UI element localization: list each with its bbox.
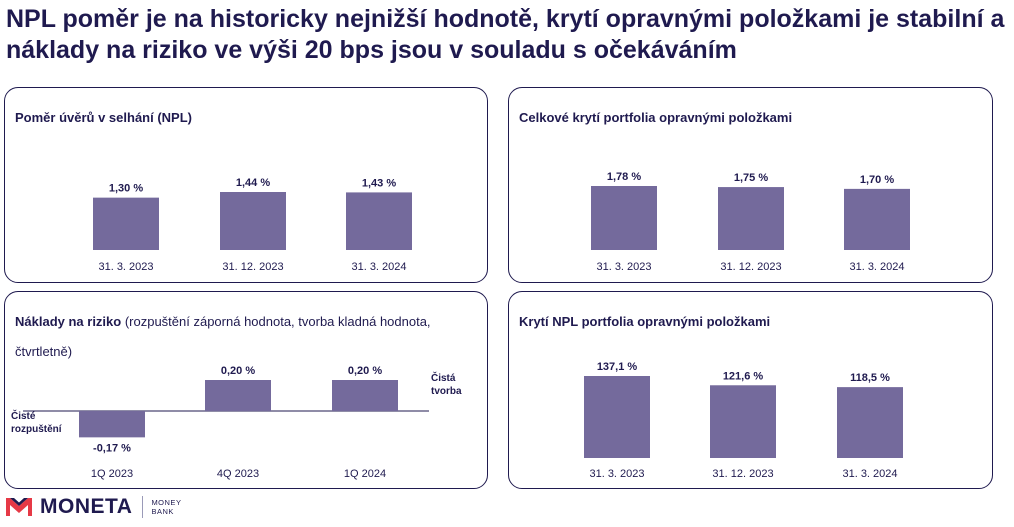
- bar-1: [584, 376, 650, 458]
- data-label-1: 1,78 %: [607, 171, 641, 183]
- data-label-3: 1,43 %: [362, 177, 396, 189]
- bar-2: [220, 192, 286, 250]
- bar-1: [93, 197, 159, 250]
- net-creation-note: Čistá tvorba: [431, 373, 462, 397]
- chart-panel-npl-coverage: Krytí NPL portfolia opravnými položkami …: [508, 291, 993, 489]
- category-label-2: 31. 12. 2023: [712, 468, 773, 480]
- category-label-2: 31. 12. 2023: [222, 261, 283, 273]
- chart-title: Krytí NPL portfolia opravnými položkami: [519, 314, 771, 329]
- data-label-1: 1,30 %: [109, 183, 143, 195]
- logo-divider: [142, 496, 144, 518]
- bar-3: [332, 380, 398, 411]
- chart-panel-total-coverage: Celkové krytí portfolia opravnými položk…: [508, 87, 993, 283]
- category-label-1: 31. 3. 2023: [596, 261, 651, 273]
- category-label-1: 31. 3. 2023: [589, 468, 644, 480]
- bar-3: [837, 387, 903, 458]
- category-label-3: 31. 3. 2024: [842, 468, 897, 480]
- chart-title: Poměr úvěrů v selhání (NPL): [15, 110, 192, 125]
- npl-coverage-chart: 137,1 % 31. 3. 2023 121,6 % 31. 12. 2023 118…: [584, 361, 903, 480]
- cost-of-risk-chart: -0,17 % 1Q 2023 0,20 % 4Q 2023 0,20 % 1Q 2024: [23, 365, 429, 480]
- data-label-3: 0,20 %: [348, 365, 382, 377]
- bar-1: [591, 186, 657, 250]
- chart-panel-npl-ratio: Poměr úvěrů v selhání (NPL) 1,30 % 31. 3.…: [4, 87, 488, 283]
- chart-subtitle: (rozpuštění záporná hodnota, tvorba klad…: [15, 314, 431, 359]
- chart-title: Celkové krytí portfolia opravnými položk…: [519, 110, 793, 125]
- total-coverage-chart: 1,78 % 31. 3. 2023 1,75 % 31. 12. 2023 1,70 …: [591, 171, 910, 273]
- category-label-1: 31. 3. 2023: [98, 261, 153, 273]
- logo-subtitle: MONEY BANK: [151, 498, 182, 516]
- data-label-1: 137,1 %: [597, 361, 638, 373]
- npl-ratio-chart: 1,30 % 31. 3. 2023 1,44 % 31. 12. 2023 1,43 …: [93, 177, 412, 273]
- data-label-2: 121,6 %: [723, 370, 764, 382]
- bar-3: [844, 188, 910, 250]
- moneta-logo: MONETA MONEY BANK: [4, 494, 181, 520]
- data-label-2: 1,75 %: [734, 172, 768, 184]
- chart-title: Náklady na riziko: [15, 314, 125, 329]
- data-label-2: 0,20 %: [221, 365, 255, 377]
- category-label-3: 1Q 2024: [344, 468, 386, 480]
- category-label-3: 31. 3. 2024: [351, 261, 406, 273]
- bar-2: [205, 380, 271, 411]
- moneta-logo-icon: [6, 498, 32, 516]
- bar-2: [710, 385, 776, 458]
- page-title: NPL poměr je na historicky nejnižší hodn…: [6, 5, 1005, 64]
- data-label-1: -0,17 %: [93, 442, 131, 454]
- data-label-2: 1,44 %: [236, 177, 270, 189]
- bar-1: [79, 411, 145, 438]
- category-label-2: 31. 12. 2023: [720, 261, 781, 273]
- category-label-1: 1Q 2023: [91, 468, 133, 480]
- net-release-note: Čisté rozpuštění: [11, 411, 62, 435]
- data-label-3: 1,70 %: [860, 174, 894, 186]
- category-label-3: 31. 3. 2024: [849, 261, 904, 273]
- logo-wordmark: MONETA: [40, 495, 133, 518]
- category-label-2: 4Q 2023: [217, 468, 259, 480]
- bar-2: [718, 187, 784, 250]
- bar-3: [346, 192, 412, 250]
- chart-panel-cost-of-risk: Náklady na riziko (rozpuštění záporná ho…: [4, 291, 488, 489]
- data-label-3: 118,5 %: [850, 372, 890, 384]
